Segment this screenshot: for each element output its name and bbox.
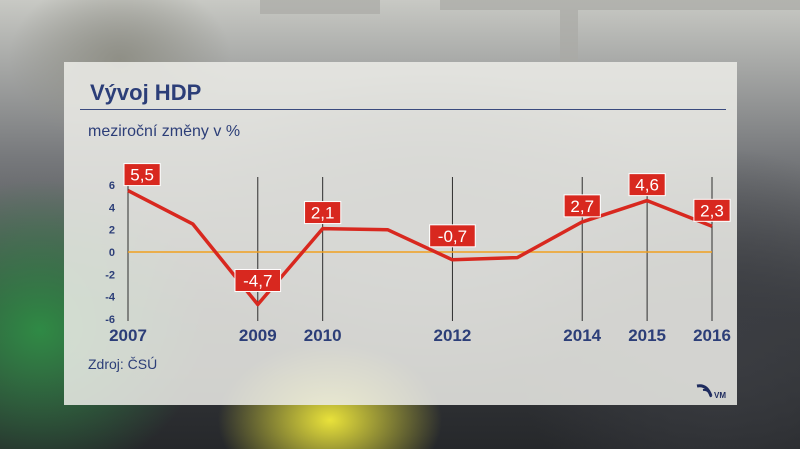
data-label-text: 2,1 [311,204,335,223]
logo-text: VM [714,391,726,400]
data-label-box [563,194,601,218]
x-tick-label: 2015 [628,326,666,345]
data-label: 4,6 [628,173,666,197]
data-label-text: -0,7 [438,227,467,246]
y-tick-label: 6 [109,180,115,192]
y-tick-label: -6 [105,314,115,326]
data-label-box [693,198,731,222]
y-axis: 6 4 2 0 -2 -4 -6 [105,180,116,326]
data-label-text: 4,6 [635,176,659,195]
data-label-box [304,201,342,225]
data-label-text: 5,5 [130,166,154,185]
x-axis: 2007 2009 2010 2012 2014 2015 2016 [109,326,731,345]
y-tick-label: 0 [109,247,115,259]
y-tick-label: -4 [105,292,116,304]
chart-subtitle: meziroční změny v % [88,123,241,140]
x-tick-label: 2010 [304,326,342,345]
title-divider [80,109,726,110]
data-label-box [429,224,476,248]
data-label-text: -4,7 [243,271,272,290]
chart-panel [64,62,737,405]
data-label: 2,3 [693,198,731,222]
data-label: 2,1 [304,201,342,225]
x-tick-label: 2007 [109,326,147,345]
data-label-box [628,173,666,197]
y-tick-label: 2 [109,225,115,237]
data-labels: 5,5 -4,7 2,1 -0,7 2,7 4,6 2,3 [123,163,731,292]
x-tick-label: 2016 [693,326,731,345]
logo-swoosh-inner-icon [702,388,712,398]
x-tick-label: 2014 [563,326,601,345]
chart-title: Vývoj HDP [90,80,202,105]
data-label-box [234,268,282,292]
data-label: -4,7 [234,268,282,292]
x-tick-label: 2012 [434,326,472,345]
source-note: Zdroj: ČSÚ [88,356,158,372]
y-tick-label: 4 [109,202,116,214]
data-label-text: 2,7 [570,197,594,216]
series-layer [127,189,713,307]
x-tick-label: 2009 [239,326,277,345]
broadcaster-logo: VM [696,384,726,400]
y-tick-label: -2 [105,269,115,281]
data-label: 2,7 [563,194,601,218]
data-label-box [123,163,161,187]
data-label-text: 2,3 [700,201,724,220]
data-label: -0,7 [429,224,476,248]
series-line [127,189,713,307]
grid-lines [127,177,713,321]
data-label: 5,5 [123,163,161,187]
